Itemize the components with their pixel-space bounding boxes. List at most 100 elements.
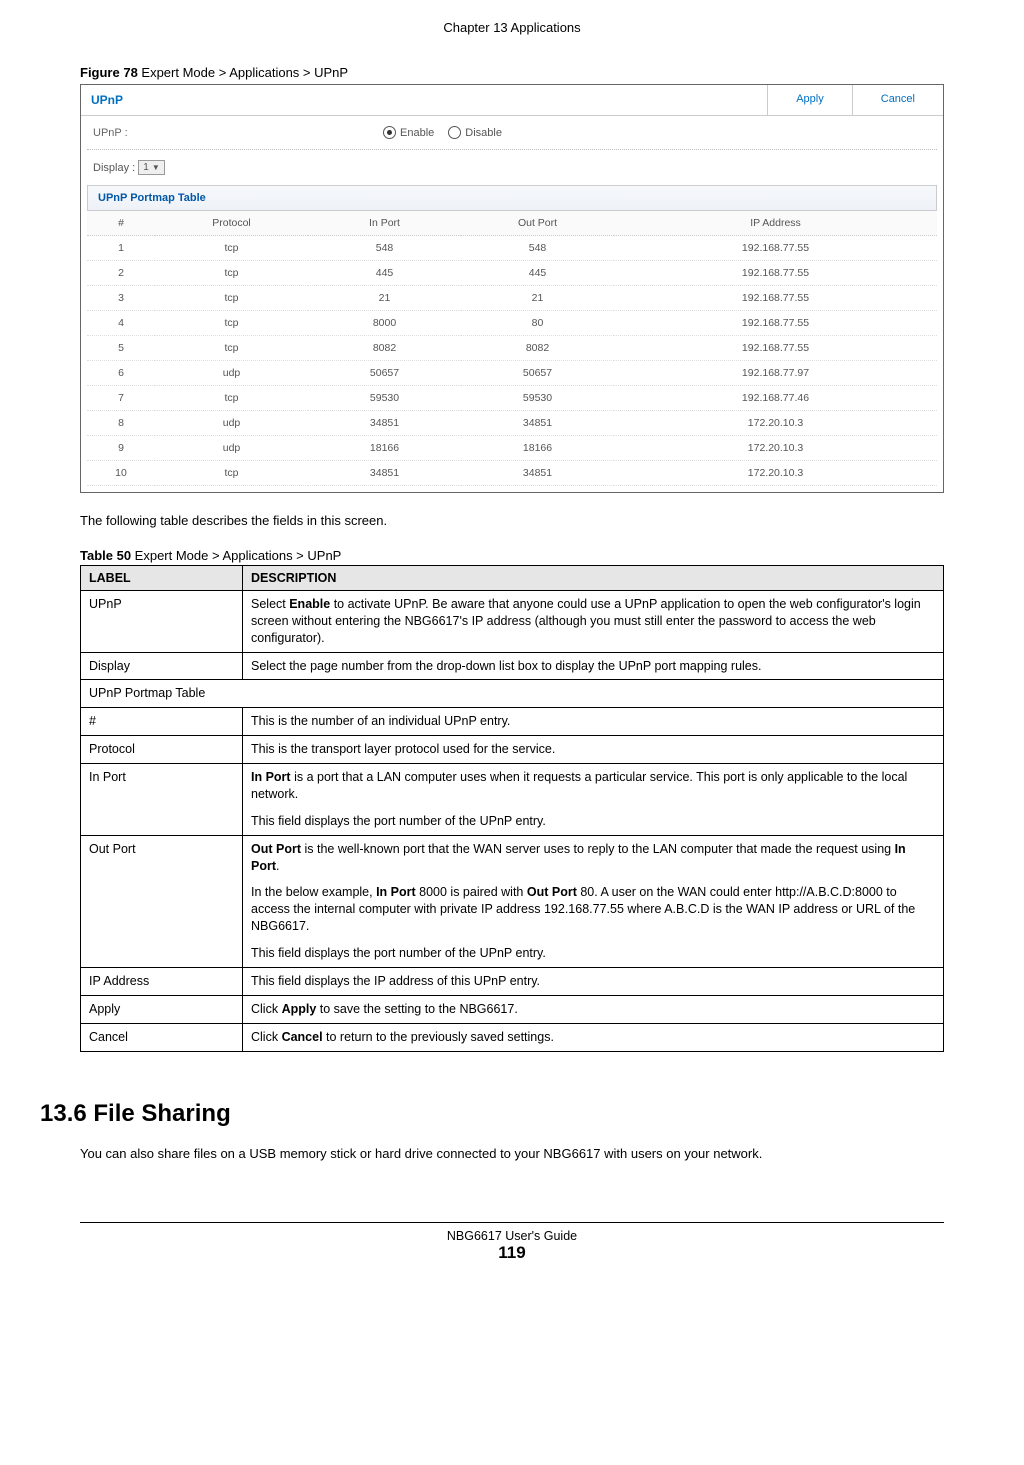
table-cell: 172.20.10.3 (614, 436, 937, 461)
table-cell: 192.168.77.97 (614, 361, 937, 386)
table-row: 6udp5065750657192.168.77.97 (87, 361, 937, 386)
apply-button[interactable]: Apply (767, 85, 852, 115)
table-cell: udp (155, 411, 308, 436)
radio-enable-dot (383, 126, 396, 139)
row-apply: Apply Click Apply to save the setting to… (81, 995, 944, 1023)
table-cell: 192.168.77.55 (614, 236, 937, 261)
table-cell: 34851 (308, 411, 461, 436)
table-cell: tcp (155, 386, 308, 411)
cell-desc: Out Port is the well-known port that the… (243, 835, 944, 967)
table-cell: 59530 (461, 386, 614, 411)
table-caption: Table 50 Expert Mode > Applications > UP… (80, 548, 944, 563)
table-cell: 8 (87, 411, 155, 436)
col-protocol: Protocol (155, 211, 308, 236)
cell-label: UPnP Portmap Table (81, 680, 944, 708)
table-cell: 9 (87, 436, 155, 461)
chapter-header: Chapter 13 Applications (80, 20, 944, 35)
display-select[interactable]: 1 ▼ (138, 160, 164, 175)
portmap-table-title: UPnP Portmap Table (87, 185, 937, 211)
display-value: 1 (143, 162, 149, 173)
col-num: # (87, 211, 155, 236)
table-row: 3tcp2121192.168.77.55 (87, 286, 937, 311)
radio-disable-label: Disable (465, 127, 502, 139)
table-cell: 34851 (461, 411, 614, 436)
row-upnp: UPnP Select Enable to activate UPnP. Be … (81, 590, 944, 652)
upnp-screenshot: UPnP Apply Cancel UPnP : Enable Disable … (80, 84, 944, 493)
cell-label: Protocol (81, 736, 243, 764)
description-table: LABEL DESCRIPTION UPnP Select Enable to … (80, 565, 944, 1052)
cell-desc: Click Apply to save the setting to the N… (243, 995, 944, 1023)
table-cell: 192.168.77.55 (614, 261, 937, 286)
cell-desc: In Port is a port that a LAN computer us… (243, 764, 944, 836)
figure-caption: Figure 78 Expert Mode > Applications > U… (80, 65, 944, 80)
row-ip: IP Address This field displays the IP ad… (81, 967, 944, 995)
table-cell: 5 (87, 336, 155, 361)
page-footer: NBG6617 User's Guide 119 (80, 1222, 944, 1263)
col-out-port: Out Port (461, 211, 614, 236)
radio-enable[interactable]: Enable (383, 126, 434, 139)
footer-guide: NBG6617 User's Guide (80, 1229, 944, 1243)
radio-enable-label: Enable (400, 127, 434, 139)
row-out-port: Out Port Out Port is the well-known port… (81, 835, 944, 967)
cell-label: Display (81, 652, 243, 680)
table-cell: 3 (87, 286, 155, 311)
upnp-enable-row: UPnP : Enable Disable (81, 116, 943, 149)
display-label: Display : (93, 162, 135, 174)
upnp-label: UPnP : (93, 127, 383, 139)
table-cell: 6 (87, 361, 155, 386)
table-cell: 8000 (308, 311, 461, 336)
table-cell: 21 (308, 286, 461, 311)
section-heading: 13.6 File Sharing (40, 1100, 944, 1128)
cell-label: Apply (81, 995, 243, 1023)
table-cell: tcp (155, 261, 308, 286)
table-cell: 192.168.77.55 (614, 336, 937, 361)
table-cell: 548 (308, 236, 461, 261)
col-in-port: In Port (308, 211, 461, 236)
table-cell: 548 (461, 236, 614, 261)
table-row: 5tcp80828082192.168.77.55 (87, 336, 937, 361)
table-cell: 1 (87, 236, 155, 261)
radio-disable[interactable]: Disable (448, 126, 502, 139)
section-body: You can also share files on a USB memory… (80, 1146, 944, 1163)
table-cell: 50657 (308, 361, 461, 386)
table-row: 1tcp548548192.168.77.55 (87, 236, 937, 261)
cell-label: UPnP (81, 590, 243, 652)
table-cell: 18166 (308, 436, 461, 461)
table-cell: 8082 (308, 336, 461, 361)
table-cell: 34851 (308, 461, 461, 486)
table-cell: 445 (461, 261, 614, 286)
table-cell: 192.168.77.55 (614, 311, 937, 336)
row-in-port: In Port In Port is a port that a LAN com… (81, 764, 944, 836)
table-row: 8udp3485134851172.20.10.3 (87, 411, 937, 436)
row-portmap-header: UPnP Portmap Table (81, 680, 944, 708)
row-num: # This is the number of an individual UP… (81, 708, 944, 736)
cell-label: Cancel (81, 1023, 243, 1051)
cancel-button[interactable]: Cancel (852, 85, 943, 115)
table-cell: 34851 (461, 461, 614, 486)
col-ip: IP Address (614, 211, 937, 236)
table-cell: tcp (155, 311, 308, 336)
table-cell: 4 (87, 311, 155, 336)
page-number: 119 (80, 1243, 944, 1263)
table-cell: udp (155, 361, 308, 386)
table-row: 9udp1816618166172.20.10.3 (87, 436, 937, 461)
cell-desc: This is the transport layer protocol use… (243, 736, 944, 764)
cell-desc: Select the page number from the drop-dow… (243, 652, 944, 680)
display-row: Display : 1 ▼ (81, 150, 943, 185)
table-cell: 192.168.77.46 (614, 386, 937, 411)
table-row: 7tcp5953059530192.168.77.46 (87, 386, 937, 411)
table-cell: 80 (461, 311, 614, 336)
table-number: Table 50 (80, 548, 131, 563)
header-description: DESCRIPTION (243, 565, 944, 590)
cell-desc: This is the number of an individual UPnP… (243, 708, 944, 736)
table-cell: 8082 (461, 336, 614, 361)
table-cell: 172.20.10.3 (614, 461, 937, 486)
cell-label: Out Port (81, 835, 243, 967)
portmap-table: # Protocol In Port Out Port IP Address 1… (87, 211, 937, 486)
cell-desc: Click Cancel to return to the previously… (243, 1023, 944, 1051)
table-row: 4tcp800080192.168.77.55 (87, 311, 937, 336)
table-row: 2tcp445445192.168.77.55 (87, 261, 937, 286)
cell-label: # (81, 708, 243, 736)
table-cell: 10 (87, 461, 155, 486)
chevron-down-icon: ▼ (152, 163, 160, 172)
